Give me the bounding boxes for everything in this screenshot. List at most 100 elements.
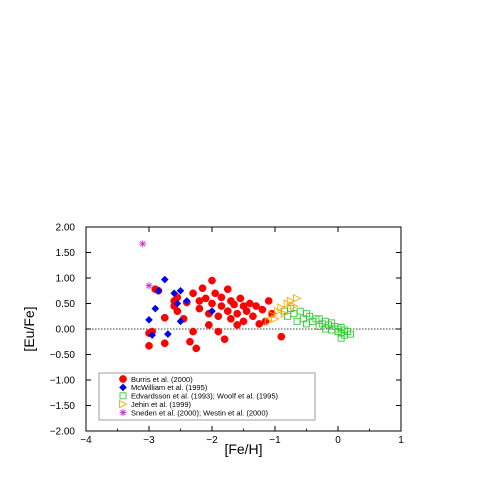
data-point [148, 331, 156, 339]
legend-item: Burris et al. (2000) [119, 375, 193, 384]
y-axis-title: [Eu/Fe] [21, 306, 37, 351]
legend-marker [119, 383, 127, 392]
data-point [205, 321, 213, 329]
legend-item: McWilliam et al. (1995) [119, 383, 208, 392]
data-point [173, 307, 182, 315]
x-tick-label: −3 [143, 435, 155, 446]
legend-marker [119, 392, 127, 400]
data-point [151, 304, 160, 313]
data-point [208, 276, 216, 285]
data-point [198, 284, 207, 293]
data-point [217, 293, 226, 302]
data-point [145, 316, 153, 324]
data-point [277, 332, 286, 341]
data-point [239, 317, 248, 326]
data-point [192, 344, 201, 353]
data-point [347, 330, 355, 338]
data-point [208, 299, 216, 308]
data-point [230, 300, 238, 309]
y-tick-label: −1.00 [50, 376, 76, 387]
data-point [280, 309, 289, 318]
data-point [195, 304, 204, 313]
data-point [220, 335, 229, 344]
series-1 [145, 276, 286, 353]
series-4 [264, 294, 302, 326]
data-point [145, 282, 153, 290]
series-5 [139, 240, 153, 290]
series-2 [145, 275, 216, 339]
asterisk-stroke [146, 282, 152, 289]
y-tick-label: 2.00 [56, 223, 76, 234]
legend: Burris et al. (2000)McWilliam et al. (19… [98, 372, 316, 421]
data-point [176, 286, 185, 295]
data-point [214, 327, 223, 336]
legend-box [98, 372, 316, 421]
x-axis: −4 −3 −2 −1 0 1 [80, 227, 404, 446]
data-point [242, 307, 251, 315]
data-point [160, 275, 169, 284]
legend-item: Edvardsson et al. (1993); Woolf et al. (… [119, 392, 279, 401]
data-point [176, 317, 185, 326]
data-point [223, 307, 232, 315]
y-tick-label: −1.50 [50, 401, 76, 412]
x-tick-label: 0 [335, 435, 341, 446]
data-point [154, 286, 163, 295]
data-point [164, 330, 172, 338]
data-point [236, 294, 245, 303]
data-point [170, 289, 178, 298]
data-point [214, 312, 223, 321]
data-point [160, 339, 169, 348]
asterisk-stroke [139, 241, 146, 247]
data-point [233, 309, 242, 318]
data-marks [139, 240, 355, 353]
data-point [277, 303, 286, 312]
data-point [293, 317, 301, 325]
legend-item: Sneden et al. (2000); Westin et al. (200… [119, 408, 269, 417]
series-3 [281, 305, 355, 342]
data-point [337, 334, 345, 342]
y-tick-label: 1.50 [56, 248, 76, 259]
data-point [289, 301, 299, 311]
y-tick-label: 1.00 [56, 274, 76, 285]
asterisk-stroke [120, 409, 126, 416]
x-tick-label: −1 [269, 435, 281, 446]
data-point [249, 312, 257, 321]
data-point [160, 313, 169, 322]
legend-marker [119, 375, 127, 383]
legend-label: Edvardsson et al. (1993); Woolf et al. (… [131, 392, 279, 401]
data-point [145, 341, 153, 350]
y-tick-label: 0.00 [56, 325, 76, 336]
x-tick-label: 1 [398, 435, 404, 446]
data-point [223, 285, 232, 294]
y-tick-label: −0.50 [50, 350, 76, 361]
data-point [139, 240, 147, 248]
data-point [258, 305, 267, 314]
data-point [217, 302, 226, 310]
legend-label: Burris et al. (2000) [131, 375, 193, 384]
x-tick-label: −2 [206, 435, 218, 446]
data-point [189, 327, 197, 336]
x-tick-label: −4 [80, 435, 92, 446]
data-point [233, 321, 242, 329]
data-point [211, 289, 219, 298]
legend-label: McWilliam et al. (1995) [131, 383, 208, 392]
legend-item: Jehin et al. (1999) [119, 399, 192, 409]
y-tick-label: −2.00 [50, 427, 76, 438]
legend-marker [119, 409, 127, 417]
data-point [264, 297, 273, 305]
data-point [186, 337, 194, 346]
data-point [271, 314, 280, 324]
data-point [189, 289, 197, 298]
legend-marker [119, 399, 128, 409]
data-point [227, 314, 235, 323]
data-point [252, 302, 260, 310]
y-axis: 2.00 1.50 1.00 0.50 0.00 −0.50 −1.00 −1.50 −2.00 [50, 223, 401, 438]
y-tick-label: 0.50 [56, 299, 76, 310]
legend-label: Jehin et al. (1999) [131, 400, 192, 409]
legend-label: Sneden et al. (2000); Westin et al. (200… [131, 408, 269, 417]
data-point [173, 299, 182, 308]
x-axis-title: [Fe/H] [224, 441, 262, 457]
data-point [264, 317, 274, 326]
data-point [201, 294, 210, 303]
